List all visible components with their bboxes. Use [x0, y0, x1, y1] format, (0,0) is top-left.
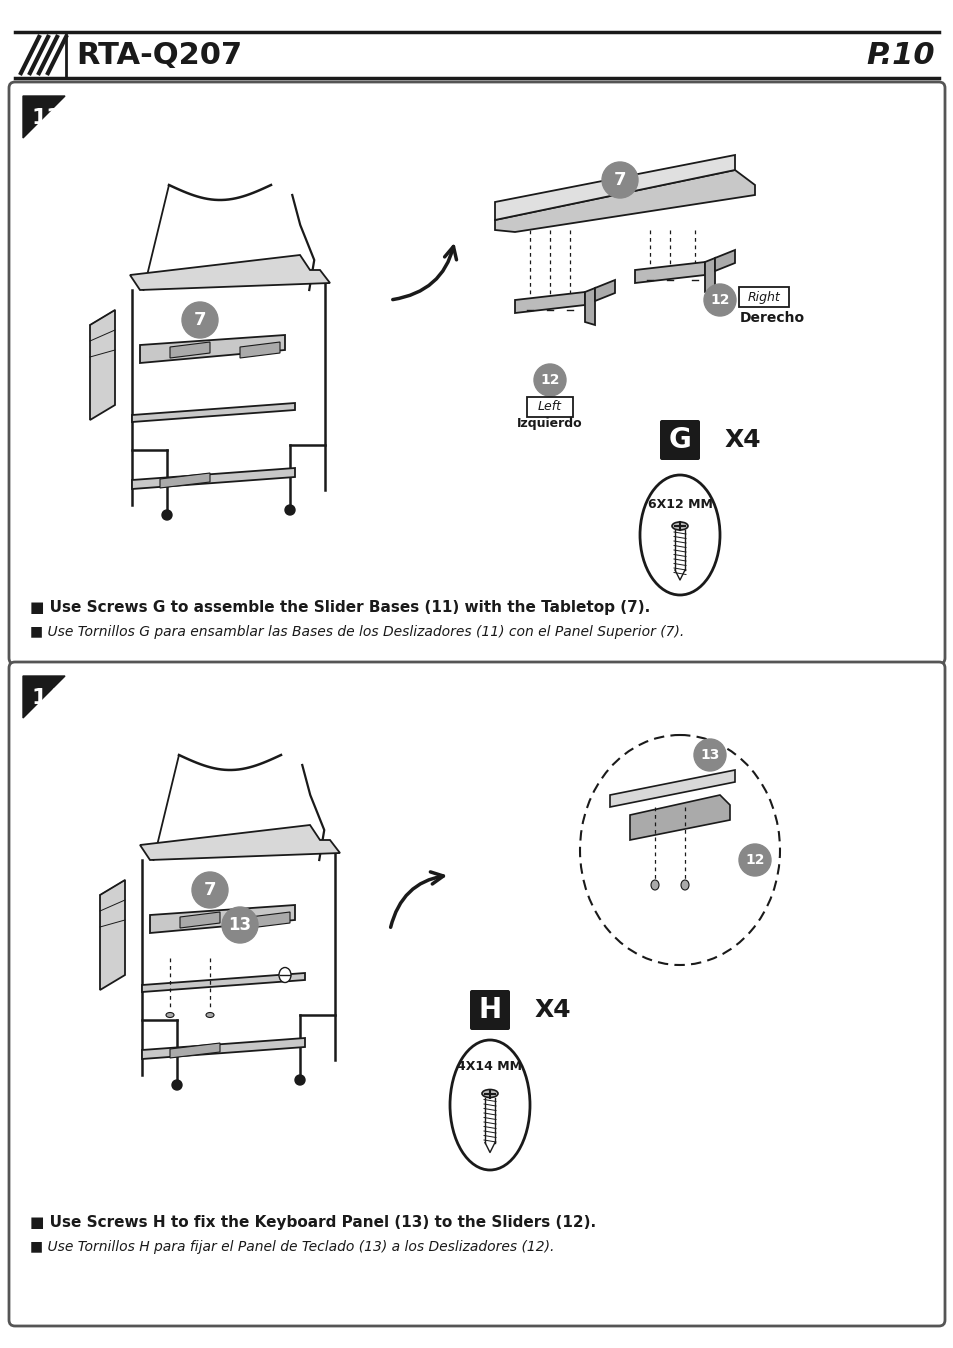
- Circle shape: [172, 1080, 182, 1091]
- FancyBboxPatch shape: [739, 287, 788, 307]
- Polygon shape: [595, 280, 615, 301]
- Text: ■ Use Screws G to assemble the Slider Bases (11) with the Tabletop (7).: ■ Use Screws G to assemble the Slider Ba…: [30, 600, 650, 615]
- Circle shape: [162, 510, 172, 520]
- FancyArrowPatch shape: [390, 872, 443, 927]
- Circle shape: [222, 907, 257, 944]
- Polygon shape: [142, 973, 305, 992]
- Polygon shape: [142, 1038, 305, 1060]
- Ellipse shape: [579, 735, 780, 965]
- Text: P.10: P.10: [865, 40, 934, 70]
- Circle shape: [182, 302, 218, 338]
- Polygon shape: [150, 905, 294, 933]
- Text: 12: 12: [539, 373, 559, 387]
- Polygon shape: [240, 342, 280, 359]
- Text: ■ Use Tornillos H para fijar el Panel de Teclado (13) a los Deslizadores (12).: ■ Use Tornillos H para fijar el Panel de…: [30, 1240, 554, 1254]
- Polygon shape: [495, 170, 754, 232]
- Ellipse shape: [450, 1041, 530, 1170]
- Polygon shape: [584, 288, 595, 325]
- Ellipse shape: [680, 880, 688, 890]
- Circle shape: [192, 872, 228, 909]
- Text: 4X14 MM: 4X14 MM: [457, 1061, 522, 1073]
- Text: Right: Right: [747, 291, 780, 303]
- FancyBboxPatch shape: [9, 662, 944, 1326]
- Circle shape: [739, 844, 770, 876]
- Text: Derecho: Derecho: [739, 311, 803, 325]
- Polygon shape: [130, 255, 330, 290]
- Polygon shape: [100, 880, 125, 989]
- Polygon shape: [714, 249, 734, 271]
- Ellipse shape: [671, 522, 687, 530]
- Text: 12: 12: [744, 853, 764, 867]
- Text: X4: X4: [724, 429, 760, 452]
- Text: H: H: [478, 996, 501, 1024]
- Polygon shape: [23, 675, 65, 718]
- Polygon shape: [515, 293, 584, 313]
- Circle shape: [534, 364, 565, 396]
- Circle shape: [285, 506, 294, 515]
- FancyBboxPatch shape: [0, 30, 953, 80]
- Circle shape: [601, 162, 638, 198]
- Circle shape: [294, 1074, 305, 1085]
- Text: ■ Use Tornillos G para ensamblar las Bases de los Deslizadores (11) con el Panel: ■ Use Tornillos G para ensamblar las Bas…: [30, 625, 683, 639]
- Polygon shape: [132, 403, 294, 422]
- FancyBboxPatch shape: [470, 989, 510, 1030]
- Text: 13: 13: [700, 748, 719, 762]
- Text: 13: 13: [30, 108, 62, 128]
- Polygon shape: [250, 913, 290, 927]
- Polygon shape: [495, 155, 734, 220]
- Ellipse shape: [206, 1012, 213, 1018]
- FancyArrowPatch shape: [393, 247, 456, 299]
- Text: X4: X4: [535, 998, 571, 1022]
- Polygon shape: [132, 468, 294, 489]
- Ellipse shape: [639, 474, 720, 594]
- Ellipse shape: [650, 880, 659, 890]
- Polygon shape: [160, 473, 210, 488]
- FancyBboxPatch shape: [9, 82, 944, 665]
- Circle shape: [703, 284, 735, 315]
- Text: ■ Use Screws H to fix the Keyboard Panel (13) to the Sliders (12).: ■ Use Screws H to fix the Keyboard Panel…: [30, 1215, 596, 1229]
- Ellipse shape: [278, 968, 291, 983]
- Text: 14: 14: [30, 687, 62, 708]
- Text: Left: Left: [537, 400, 561, 414]
- Polygon shape: [704, 257, 714, 295]
- Ellipse shape: [166, 1012, 173, 1018]
- Polygon shape: [609, 770, 734, 807]
- Polygon shape: [23, 96, 65, 137]
- Polygon shape: [170, 342, 210, 359]
- Polygon shape: [629, 795, 729, 840]
- Text: 13: 13: [228, 917, 252, 934]
- Polygon shape: [140, 825, 339, 860]
- Text: 12: 12: [709, 293, 729, 307]
- Polygon shape: [140, 336, 285, 363]
- Ellipse shape: [481, 1089, 497, 1097]
- Polygon shape: [90, 310, 115, 421]
- Circle shape: [693, 739, 725, 771]
- Text: 7: 7: [193, 311, 206, 329]
- Text: 6X12 MM: 6X12 MM: [647, 499, 712, 511]
- FancyBboxPatch shape: [659, 421, 700, 460]
- Text: 7: 7: [204, 882, 216, 899]
- Text: G: G: [668, 426, 691, 454]
- Text: 7: 7: [613, 171, 625, 189]
- FancyBboxPatch shape: [526, 398, 573, 417]
- Polygon shape: [635, 262, 704, 283]
- Polygon shape: [170, 1043, 220, 1058]
- Text: Izquierdo: Izquierdo: [517, 418, 582, 430]
- Polygon shape: [180, 913, 220, 927]
- Text: RTA-Q207: RTA-Q207: [76, 40, 242, 70]
